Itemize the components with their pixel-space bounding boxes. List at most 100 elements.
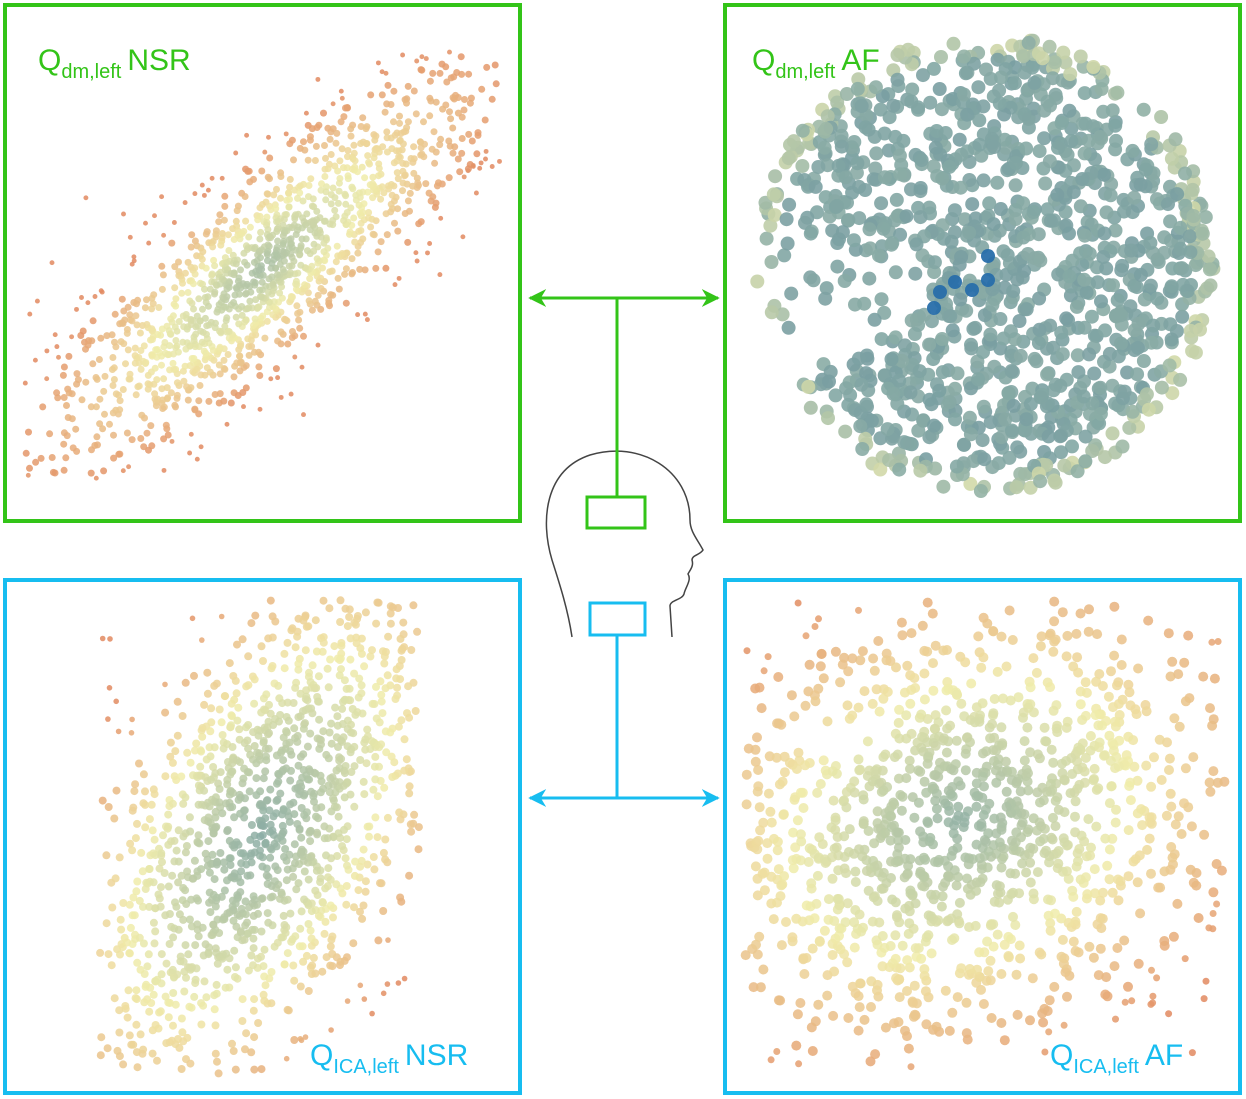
node (1165, 1010, 1173, 1018)
node (105, 716, 111, 722)
node (272, 751, 281, 760)
node (1019, 736, 1030, 747)
node (319, 596, 328, 605)
node (1059, 311, 1074, 326)
node (243, 871, 252, 880)
node (1016, 820, 1027, 831)
node (249, 1006, 258, 1015)
node (996, 969, 1007, 979)
node (1114, 336, 1128, 351)
node (209, 829, 218, 838)
node (436, 141, 444, 149)
node (483, 148, 489, 154)
node (977, 308, 992, 323)
node (164, 882, 173, 891)
node (429, 69, 437, 77)
node (905, 763, 915, 774)
node (276, 260, 284, 268)
node (1185, 344, 1200, 358)
node (808, 179, 823, 194)
node (976, 173, 991, 188)
node (292, 885, 301, 894)
node (477, 165, 483, 171)
node (941, 705, 952, 716)
node (274, 217, 282, 225)
node (151, 395, 159, 403)
node (69, 334, 75, 340)
node (1110, 293, 1125, 308)
node (44, 348, 50, 354)
node (768, 914, 779, 925)
node (873, 102, 888, 117)
node (1070, 348, 1085, 363)
node (1116, 192, 1131, 207)
node (909, 673, 920, 683)
node (261, 981, 270, 990)
node (138, 867, 147, 876)
node (157, 950, 166, 959)
node (310, 240, 318, 248)
node (182, 200, 188, 206)
node (325, 296, 333, 304)
node (878, 867, 889, 878)
node (405, 789, 414, 798)
node (1106, 278, 1120, 293)
node (927, 608, 938, 619)
node-clouds (22, 33, 1230, 1078)
node (931, 803, 942, 814)
node (1125, 404, 1140, 419)
node (855, 978, 866, 989)
node (331, 206, 339, 214)
node (369, 785, 378, 794)
node (371, 752, 380, 761)
node (182, 842, 191, 850)
node (964, 341, 979, 356)
node (1073, 856, 1083, 867)
node (52, 332, 58, 338)
node (901, 710, 912, 721)
node (1070, 464, 1085, 479)
node (296, 189, 304, 197)
node (321, 917, 330, 926)
node (159, 831, 167, 840)
node (972, 964, 983, 975)
node (1050, 187, 1065, 202)
node (228, 788, 237, 797)
node (197, 865, 206, 874)
node (264, 251, 271, 259)
node (241, 897, 250, 906)
node (379, 848, 388, 857)
node (1081, 133, 1096, 148)
node (217, 892, 226, 901)
node (992, 929, 1003, 940)
node (854, 377, 869, 392)
node (243, 261, 251, 269)
node (99, 635, 106, 642)
node (121, 1002, 130, 1010)
node (233, 359, 241, 367)
node (1198, 210, 1213, 225)
node (406, 820, 415, 829)
node (267, 968, 276, 976)
node (341, 212, 349, 220)
node (961, 1028, 972, 1039)
node (149, 918, 158, 927)
node (435, 179, 442, 187)
node (54, 344, 60, 350)
node (849, 917, 860, 928)
node (1149, 992, 1157, 1000)
node (1205, 786, 1216, 797)
node (156, 902, 165, 911)
node (889, 192, 904, 207)
node (948, 412, 962, 427)
node (98, 796, 107, 805)
node (216, 768, 225, 777)
node (1205, 924, 1213, 932)
node (839, 863, 850, 874)
node (380, 659, 389, 668)
node (111, 874, 120, 883)
node (862, 736, 873, 747)
node (799, 969, 810, 979)
node (330, 642, 339, 651)
node (952, 842, 963, 853)
